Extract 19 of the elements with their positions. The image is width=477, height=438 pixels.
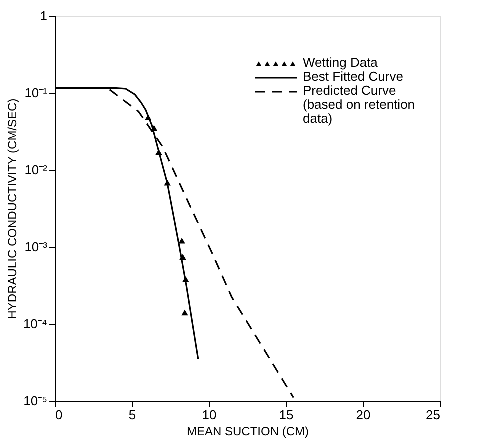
x-axis-title: MEAN SUCTION (CM) (187, 424, 309, 438)
legend-label: Wetting Data (303, 55, 379, 70)
x-tick-label: 10 (202, 408, 217, 422)
y-tick-label: 10⁻⁵ (24, 394, 48, 408)
x-tick-label: 25 (426, 408, 440, 422)
y-axis-title: HYDRAULIC CONDUCTIVITY (CM/SEC) (5, 98, 20, 320)
y-tick-label: 10⁻⁴ (23, 316, 48, 332)
x-tick-label: 20 (356, 408, 371, 422)
y-tick-label: 10⁻³ (24, 240, 48, 254)
legend-label: Predicted Curve (based on retention data) (303, 83, 416, 126)
legend-label: Best Fitted Curve (303, 69, 404, 84)
y-tick-label: 10⁻¹ (24, 86, 48, 100)
point (182, 310, 188, 316)
point (178, 238, 186, 244)
x-tick-label: 5 (128, 408, 136, 422)
x-tick-label: 0 (56, 408, 63, 422)
y-tick-label: 10⁻² (24, 162, 48, 178)
y-tick-label: 1 (40, 8, 48, 24)
x-tick-label: 15 (279, 408, 294, 422)
